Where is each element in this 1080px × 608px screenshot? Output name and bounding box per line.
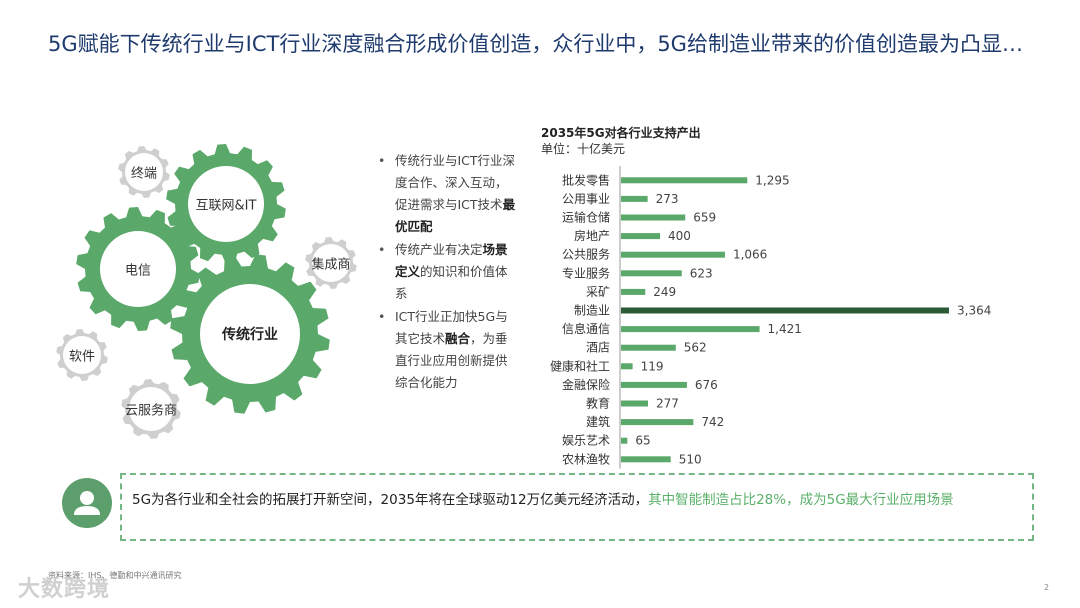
bar bbox=[621, 195, 648, 202]
bullet-item: 传统产业有决定场景定义的知识和价值体系 bbox=[378, 239, 516, 305]
callout-text: 5G为各行业和全社会的拓展打开新空间，2035年将在全球驱动12万亿美元经济活动… bbox=[132, 492, 954, 508]
value-label: 562 bbox=[684, 341, 707, 355]
gear-traditional bbox=[170, 254, 330, 414]
bullet-item: 传统行业与ICT行业深度合作、深入互动，促进需求与ICT技术最优匹配 bbox=[378, 150, 516, 238]
bar bbox=[621, 251, 725, 258]
value-label: 659 bbox=[693, 211, 716, 225]
chart-title: 2035年5G对各行业支持产出 bbox=[541, 126, 701, 140]
gear-label-traditional: 传统行业 bbox=[222, 327, 278, 343]
value-label: 273 bbox=[656, 192, 679, 206]
page-number: 2 bbox=[1044, 583, 1050, 592]
gear-integrator bbox=[305, 237, 357, 289]
gear-label-integrator: 集成商 bbox=[311, 257, 351, 273]
category-label: 公用事业 bbox=[562, 192, 610, 206]
bullet-list: 传统行业与ICT行业深度合作、深入互动，促进需求与ICT技术最优匹配 传统产业有… bbox=[378, 150, 516, 395]
value-label: 3,364 bbox=[957, 304, 991, 318]
value-label: 119 bbox=[641, 359, 664, 373]
gear-label-terminal: 终端 bbox=[130, 166, 158, 182]
category-label: 房地产 bbox=[574, 228, 610, 243]
value-label: 400 bbox=[668, 229, 691, 243]
category-label: 农林渔牧 bbox=[562, 452, 610, 466]
bar bbox=[621, 214, 686, 221]
bar bbox=[621, 233, 661, 240]
gear-label-cloud: 云服务商 bbox=[124, 403, 178, 419]
category-label: 娱乐艺术 bbox=[562, 434, 610, 448]
category-label: 信息通信 bbox=[562, 321, 610, 336]
category-label: 教育 bbox=[586, 396, 610, 411]
category-label: 制造业 bbox=[574, 304, 610, 318]
bar-chart: 批发零售 1,295 公用事业 273 运输仓储 659 房地产 400 公共服务 1,066 专业… bbox=[550, 166, 991, 469]
bar bbox=[621, 344, 676, 351]
value-label: 277 bbox=[656, 397, 679, 411]
bar bbox=[621, 363, 633, 370]
category-label: 健康和社工 bbox=[550, 358, 610, 373]
callout-box: 5G为各行业和全社会的拓展打开新空间，2035年将在全球驱动12万亿美元经济活动… bbox=[120, 473, 1034, 541]
bar bbox=[621, 270, 682, 277]
gear-label-telecom: 电信 bbox=[124, 263, 152, 279]
bar bbox=[621, 437, 628, 444]
gear-terminal bbox=[118, 146, 170, 198]
category-label: 金融保险 bbox=[562, 377, 610, 392]
person-avatar bbox=[62, 478, 112, 528]
value-label: 249 bbox=[653, 285, 676, 299]
value-label: 1,421 bbox=[768, 322, 802, 336]
bar bbox=[621, 288, 646, 295]
watermark-logo: 大数跨境 bbox=[18, 577, 111, 602]
gear-telecom bbox=[76, 207, 200, 331]
bar bbox=[621, 419, 694, 426]
value-label: 65 bbox=[635, 434, 650, 448]
value-label: 510 bbox=[679, 452, 702, 466]
category-label: 运输仓储 bbox=[562, 210, 610, 225]
chart-unit: 单位：十亿美元 bbox=[541, 142, 626, 156]
category-label: 采矿 bbox=[586, 285, 610, 299]
page-title: 5G赋能下传统行业与ICT行业深度融合形成价值创造，众行业中，5G给制造业带来的… bbox=[48, 32, 1023, 56]
category-label: 酒店 bbox=[586, 341, 610, 355]
person-icon bbox=[74, 491, 100, 515]
bullet-item: ICT行业正加快5G与其它技术融合，为垂直行业应用创新提供综合化能力 bbox=[378, 306, 516, 394]
value-label: 623 bbox=[690, 266, 713, 280]
category-label: 专业服务 bbox=[562, 265, 610, 280]
bar bbox=[621, 177, 748, 184]
category-label: 建筑 bbox=[586, 414, 610, 429]
gear-label-internet-it: 互联网&IT bbox=[195, 198, 257, 214]
source-note: 资料来源：IHS、德勤和中兴通讯研究 bbox=[48, 571, 182, 580]
category-label: 批发零售 bbox=[562, 172, 610, 187]
value-label: 676 bbox=[695, 378, 718, 392]
value-label: 1,295 bbox=[755, 173, 789, 187]
gears-diagram: 终端 互联网&IT 电信 集成商 传统行业 软件 云服务商 bbox=[40, 128, 370, 458]
gear-software bbox=[56, 329, 108, 381]
gear-internet-it bbox=[166, 144, 286, 264]
value-label: 742 bbox=[701, 415, 724, 429]
gear-label-software: 软件 bbox=[68, 349, 96, 365]
bar bbox=[621, 400, 649, 407]
bar bbox=[621, 326, 760, 333]
gear-cloud bbox=[121, 379, 181, 439]
value-label: 1,066 bbox=[733, 248, 767, 262]
bar bbox=[621, 456, 671, 463]
gears-graphic bbox=[56, 144, 357, 439]
bar bbox=[621, 381, 687, 388]
bar bbox=[621, 307, 949, 314]
category-label: 公共服务 bbox=[562, 247, 610, 262]
